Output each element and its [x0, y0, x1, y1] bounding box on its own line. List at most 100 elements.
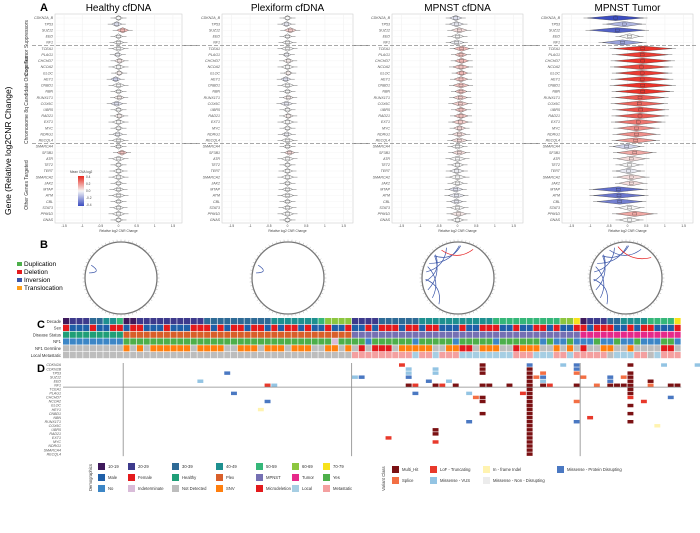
mutation-tile — [526, 448, 533, 452]
ring-tick — [84, 288, 87, 291]
legend-label: 50-59 — [266, 464, 277, 469]
heatmap-cell — [654, 318, 661, 325]
gene-label: HEY1 — [211, 77, 220, 81]
heatmap-cell — [264, 345, 271, 352]
gene-label: NCOA2 — [208, 65, 220, 69]
heatmap-cell — [567, 338, 574, 345]
ring-tick — [101, 244, 104, 247]
gene-label: CBL — [553, 200, 560, 204]
mutation-tile — [540, 379, 547, 383]
mutation-tile — [385, 436, 392, 440]
x-tick-label: -0.5 — [436, 224, 442, 228]
legend-label: LoF - Truncating — [440, 467, 471, 472]
ring-tick — [478, 307, 481, 310]
violin-SMARCA4 — [613, 143, 641, 150]
heatmap-cell — [237, 318, 244, 325]
ring-tick — [636, 241, 639, 244]
heatmap-cell — [318, 338, 325, 345]
violin-CBL — [450, 198, 463, 205]
heatmap-cell — [472, 345, 480, 352]
heatmap-cell — [76, 345, 83, 352]
gene-label: STAT3 — [379, 206, 390, 210]
heatmap-cell — [318, 331, 325, 338]
group-label-other: Other Genes Targeted — [24, 160, 30, 210]
heatmap-cell — [311, 318, 318, 325]
heatmap-cell — [157, 324, 164, 331]
boxplot — [639, 77, 645, 81]
violin-RAD21 — [113, 113, 125, 119]
ring-tick — [426, 298, 429, 301]
ring-tick — [484, 301, 487, 304]
heatmap-cell — [627, 345, 634, 352]
violin-TP53 — [281, 21, 292, 27]
heatmap-cell — [634, 345, 641, 352]
heatmap-cell — [278, 318, 285, 325]
heatmap-cell — [298, 324, 305, 331]
ring-tick — [643, 309, 646, 312]
heatmap-cell — [116, 338, 123, 345]
mutation-tile — [607, 375, 614, 379]
gene-label: TP53 — [551, 22, 560, 26]
heatmap-cell — [553, 352, 560, 359]
heatmap-cell — [69, 331, 76, 338]
boxplot — [285, 169, 290, 173]
heatmap-cell — [345, 345, 352, 352]
x-tick-label: -1 — [249, 224, 252, 228]
heatmap-cell — [439, 345, 446, 352]
mutation-tile — [526, 403, 533, 408]
heatmap-cell — [110, 352, 117, 359]
ring-tick — [489, 295, 492, 298]
heatmap-cell — [486, 331, 493, 338]
heatmap-cell — [63, 338, 70, 345]
heatmap-cell — [640, 345, 648, 352]
boxplot — [634, 126, 639, 130]
ring-tick — [323, 285, 326, 287]
gene-label: STAT3 — [42, 206, 53, 210]
mutation-tile — [412, 391, 419, 396]
sv-chord-inversion — [427, 255, 438, 291]
mutation-tile — [432, 440, 439, 444]
mutation-tile — [358, 375, 365, 379]
heatmap-cell — [365, 352, 372, 359]
heatmap-cell — [674, 352, 681, 359]
boxplot — [454, 22, 459, 26]
violin-COX6C — [110, 100, 124, 107]
boxplot — [116, 218, 121, 222]
heatmap-cell — [392, 338, 399, 345]
heatmap-cell — [499, 338, 506, 345]
heatmap-cell — [304, 318, 312, 325]
boxplot — [454, 169, 459, 173]
heatmap-cell — [439, 338, 446, 345]
ring-tick — [597, 301, 600, 304]
boxplot — [458, 120, 463, 124]
boxplot — [639, 65, 644, 69]
heatmap-cell — [325, 352, 332, 359]
heatmap-cell — [217, 331, 224, 338]
panel-title: MPNST Tumor — [595, 3, 662, 14]
gene-label: TCEA1 — [41, 47, 53, 51]
oncoprint-gene-label: RECQL4 — [47, 452, 61, 456]
ring-tick — [98, 246, 101, 249]
heatmap-cell — [89, 331, 96, 338]
group-label-core: Core Tumor Suppressors — [24, 20, 30, 76]
ring-tick — [105, 310, 107, 314]
ring-tick — [147, 301, 150, 304]
ring-tick — [652, 252, 655, 255]
ring-tick — [646, 246, 649, 249]
boxplot — [285, 218, 290, 222]
heatmap-cell — [264, 318, 271, 325]
ring-tick — [254, 258, 257, 261]
mutation-tile — [224, 371, 231, 375]
legend-swatch — [256, 485, 263, 492]
boxplot — [116, 108, 121, 112]
ring-tick — [279, 240, 281, 243]
heatmap-cell — [177, 345, 184, 352]
heatmap-cell — [580, 318, 587, 325]
boxplot — [116, 212, 121, 216]
heatmap-cell — [311, 345, 318, 352]
x-tick-label: 0.5 — [134, 224, 139, 228]
ring-tick — [633, 240, 635, 243]
row-label: Sex — [54, 326, 62, 331]
heatmap-cell — [136, 338, 144, 345]
boxplot — [458, 83, 464, 87]
